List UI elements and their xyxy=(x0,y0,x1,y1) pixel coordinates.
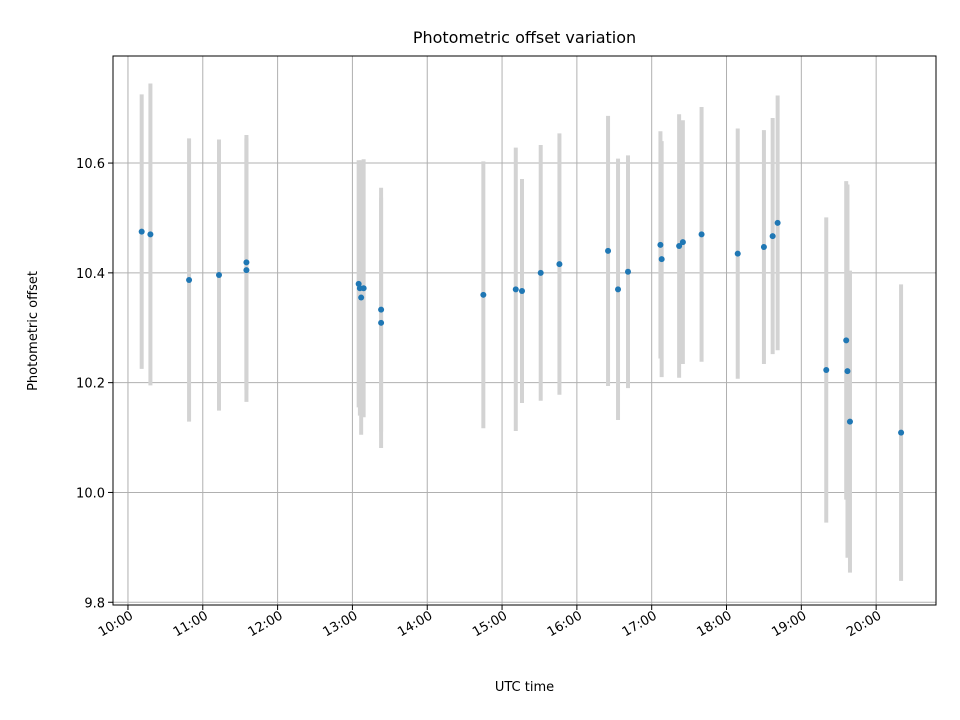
data-point xyxy=(769,233,776,240)
data-point xyxy=(843,337,850,344)
x-tick-label: 18:00 xyxy=(695,608,735,640)
data-point xyxy=(186,276,193,283)
y-tick-label: 10.2 xyxy=(76,377,105,392)
x-tick-label: 11:00 xyxy=(171,608,211,640)
data-point xyxy=(360,285,367,292)
data-points xyxy=(138,219,905,436)
data-point xyxy=(657,241,664,248)
x-axis-label: UTC time xyxy=(495,680,554,695)
y-tick-label: 9.8 xyxy=(84,596,105,611)
plot-frame xyxy=(112,55,937,606)
data-point xyxy=(844,368,851,375)
data-point xyxy=(378,319,385,326)
data-point xyxy=(215,272,222,279)
data-point xyxy=(898,429,905,436)
x-tick-label: 13:00 xyxy=(320,608,360,640)
data-point xyxy=(846,418,853,425)
x-tick-label: 14:00 xyxy=(395,608,435,640)
x-tick-label: 16:00 xyxy=(545,608,585,640)
data-point xyxy=(676,242,683,249)
x-tick-label: 15:00 xyxy=(470,608,510,640)
data-point xyxy=(734,250,741,257)
chart-title: Photometric offset variation xyxy=(413,28,636,47)
data-point xyxy=(512,286,519,293)
data-point xyxy=(358,294,365,301)
plot-area xyxy=(113,56,936,605)
y-tick-label: 10.6 xyxy=(76,157,105,172)
x-tick-label: 10:00 xyxy=(96,608,136,640)
y-axis-ticks: 9.8 10.0 10.2 10.4 10.6 xyxy=(76,157,113,611)
grid-lines xyxy=(113,56,936,605)
data-point xyxy=(698,231,705,238)
data-point xyxy=(774,219,781,226)
data-point xyxy=(624,268,631,275)
y-tick-label: 10.4 xyxy=(76,267,105,282)
data-point xyxy=(605,247,612,254)
data-point xyxy=(147,231,154,238)
data-point xyxy=(378,306,385,313)
y-tick-label: 10.0 xyxy=(76,486,105,501)
data-point xyxy=(679,239,686,246)
x-axis-ticks: 10:00 11:00 12:00 13:00 14:00 15:00 16:00 17:00… xyxy=(96,605,884,640)
x-tick-label: 12:00 xyxy=(246,608,286,640)
data-point xyxy=(658,256,665,263)
y-axis-label: Photometric offset xyxy=(26,271,41,391)
data-point xyxy=(760,244,767,251)
data-point xyxy=(615,286,622,293)
data-point xyxy=(243,259,250,266)
data-point xyxy=(138,228,145,235)
x-tick-label: 20:00 xyxy=(844,608,884,640)
x-tick-label: 19:00 xyxy=(769,608,809,640)
data-point xyxy=(556,261,563,268)
data-point xyxy=(823,367,830,374)
x-tick-label: 17:00 xyxy=(620,608,660,640)
data-point xyxy=(537,269,544,276)
data-point xyxy=(480,291,487,298)
data-point xyxy=(243,267,250,274)
data-point xyxy=(519,287,526,294)
